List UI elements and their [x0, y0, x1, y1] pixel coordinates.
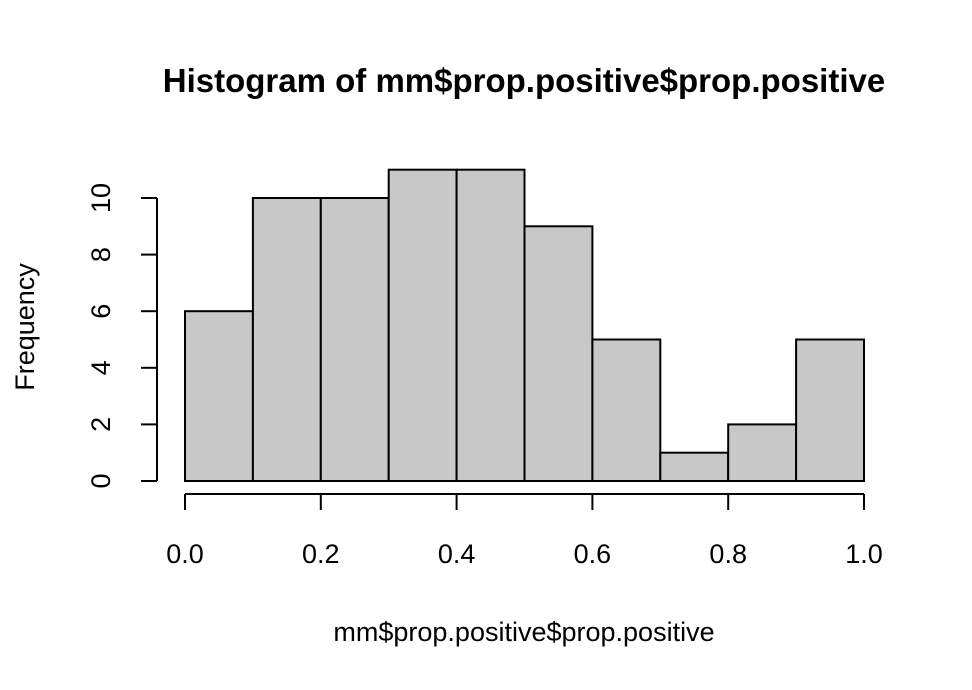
x-tick-label: 0.2: [302, 539, 340, 569]
chart-title: Histogram of mm$prop.positive$prop.posit…: [163, 62, 885, 99]
histogram-bar: [319, 197, 390, 482]
y-tick-label: 8: [86, 247, 116, 262]
histogram-bar: [591, 338, 662, 482]
histogram-bars: [184, 168, 865, 483]
y-axis-label: Frequency: [10, 263, 40, 391]
y-tick-label: 10: [86, 183, 116, 213]
x-tick-label: 0.8: [709, 539, 747, 569]
x-tick-label: 0.6: [574, 539, 612, 569]
histogram-bar: [659, 451, 730, 483]
x-tick-label: 1.0: [845, 539, 883, 569]
x-axis: 0.0 0.2 0.4 0.6 0.8 1.0: [166, 493, 883, 569]
histogram-bar: [251, 197, 322, 482]
y-tick-label: 0: [86, 473, 116, 488]
histogram-bar: [523, 225, 594, 482]
y-tick-label: 6: [86, 304, 116, 319]
x-tick-label: 0.0: [166, 539, 204, 569]
x-tick-label: 0.4: [438, 539, 476, 569]
histogram-bar: [455, 168, 526, 482]
y-tick-label: 4: [86, 360, 116, 375]
histogram-bar: [795, 338, 865, 482]
y-tick-label: 2: [86, 417, 116, 432]
histogram-bar: [727, 423, 798, 482]
histogram-bar: [387, 168, 458, 482]
y-axis: 0 2 4 6 8 10: [86, 183, 158, 489]
x-axis-label: mm$prop.positive$prop.positive: [333, 617, 714, 647]
histogram-bar: [184, 310, 254, 483]
